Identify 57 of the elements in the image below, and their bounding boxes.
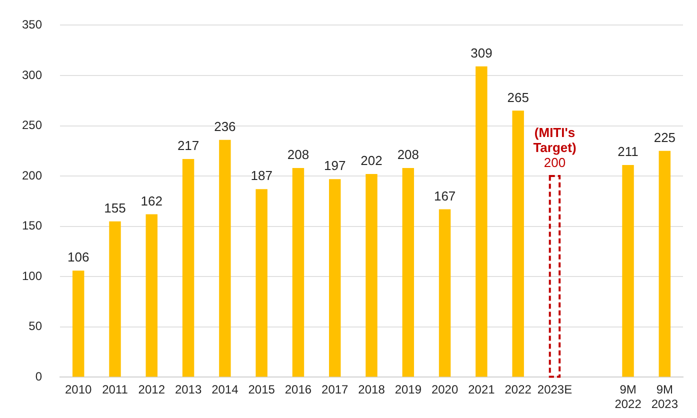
data-label: 208 <box>397 147 420 162</box>
bar <box>366 174 378 377</box>
bar <box>182 158 194 377</box>
bar <box>109 221 121 377</box>
annotation: (MITI's Target) <box>533 125 576 156</box>
x-tick-label: 2013 <box>174 382 202 397</box>
x-tick-label: 9M 2022 <box>614 382 642 412</box>
data-label: 106 <box>67 250 90 265</box>
x-tick-label: 2017 <box>322 382 349 397</box>
data-label: 187 <box>250 168 272 184</box>
x-tick-label: 2011 <box>102 382 128 397</box>
data-label: 162 <box>140 193 162 208</box>
x-tick-label: 2021 <box>468 382 496 397</box>
y-tick-label: 0 <box>35 370 42 384</box>
bar <box>219 140 231 377</box>
x-tick-label: 2016 <box>284 382 312 397</box>
y-tick-label: 300 <box>22 68 42 82</box>
data-label: 236 <box>214 118 236 134</box>
bar <box>622 164 634 377</box>
x-tick-label: 2018 <box>358 382 386 397</box>
y-tick-label: 200 <box>22 168 42 182</box>
data-label: 225 <box>654 130 676 145</box>
data-label: 167 <box>434 188 456 204</box>
data-label: 197 <box>324 158 346 174</box>
data-label: 155 <box>104 200 126 216</box>
data-label: 202 <box>360 153 382 168</box>
bar <box>292 168 304 377</box>
bar <box>256 189 268 377</box>
x-tick-label: 2020 <box>431 382 458 397</box>
bar <box>512 110 524 377</box>
y-tick-label: 250 <box>22 118 42 132</box>
bar <box>329 179 341 377</box>
x-tick-label: 2010 <box>64 382 92 397</box>
y-tick-label: 350 <box>22 18 42 32</box>
x-tick-label: 2022 <box>504 382 532 397</box>
data-label: 309 <box>470 46 492 61</box>
bar <box>438 209 451 377</box>
bar <box>476 66 488 377</box>
bar <box>548 175 561 378</box>
x-tick-label: 2023E <box>537 382 572 397</box>
data-label: 217 <box>177 138 200 154</box>
x-tick-label: 2015 <box>248 382 276 397</box>
bar <box>658 150 671 377</box>
x-tick-label: 2019 <box>394 382 422 397</box>
data-label: 211 <box>618 144 638 160</box>
y-tick-label: 150 <box>22 218 42 233</box>
x-tick-label: 2012 <box>138 382 166 397</box>
bar <box>72 270 84 377</box>
x-tick-label: 9M 2023 <box>651 382 678 412</box>
bar <box>146 214 158 377</box>
data-label: 208 <box>287 147 310 162</box>
y-tick-label: 100 <box>22 268 42 283</box>
bar <box>402 168 414 377</box>
data-label: 200 <box>544 155 566 170</box>
data-label: 265 <box>507 90 529 105</box>
x-tick-label: 2014 <box>212 382 239 397</box>
y-tick-label: 50 <box>28 319 42 334</box>
